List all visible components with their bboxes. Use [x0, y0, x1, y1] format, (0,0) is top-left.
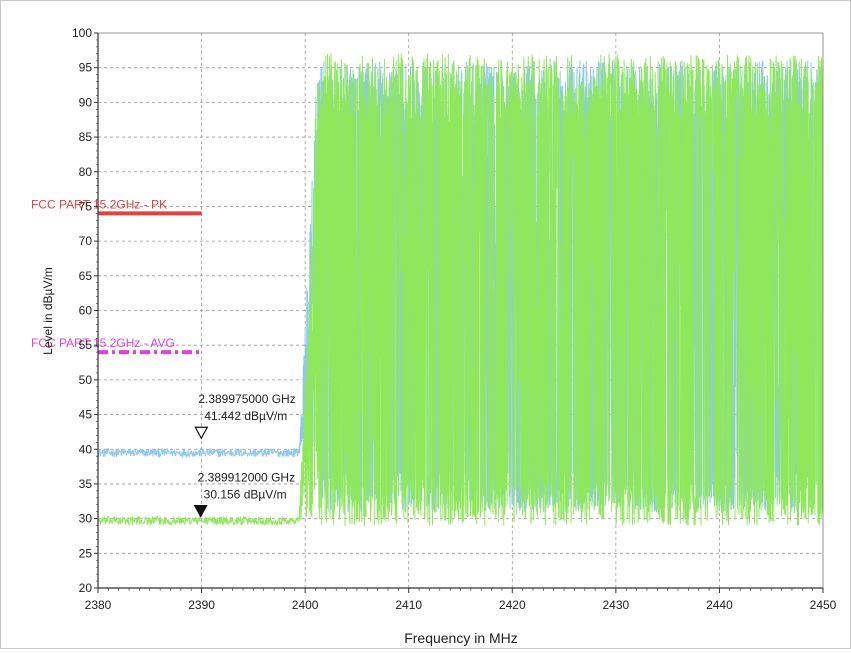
y-tick-label: 95: [79, 61, 93, 75]
marker-2-level: 30.156 dBµV/m: [204, 488, 287, 502]
marker-2-frequency: 2.389912000 GHz: [198, 471, 295, 485]
y-tick-label: 55: [79, 338, 93, 352]
y-tick-label: 50: [79, 373, 93, 387]
series-line-2: [97, 53, 824, 527]
y-tick-label: 20: [79, 581, 93, 595]
marker-2-icon: [193, 504, 208, 518]
y-axis-label: Level in dBµV/m: [41, 267, 55, 355]
axes: 20 25 30 35 40 45 50 55 60 65 70 75 80 85 90 95 100 2380 2…: [72, 26, 837, 612]
limit-label-2: FCC PART 15.2GHz - AVG: [31, 336, 175, 350]
y-tick-label: 30: [79, 512, 93, 526]
x-tick-label: 2380: [85, 598, 112, 612]
y-tick-label: 35: [79, 477, 93, 491]
y-tick-label: 100: [72, 26, 92, 40]
y-tick-label: 60: [79, 304, 93, 318]
x-tick-label: 2400: [292, 598, 319, 612]
y-tick-label: 80: [79, 165, 93, 179]
x-axis-label: Frequency in MHz: [404, 630, 518, 646]
limit-label-1: FCC PART 15.2GHz - PK: [31, 197, 167, 211]
x-tick-label: 2390: [188, 598, 215, 612]
marker-1-frequency: 2.389975000 GHz: [198, 392, 295, 406]
x-tick-label: 2420: [499, 598, 526, 612]
y-tick-label: 40: [79, 442, 93, 456]
marker-1-level: 41.442 dBµV/m: [204, 409, 287, 423]
series-group: [97, 53, 824, 527]
marker-1-icon: [194, 426, 209, 440]
y-tick-label: 70: [79, 234, 93, 248]
x-tick-label: 2450: [810, 598, 837, 612]
y-tick-label: 85: [79, 130, 93, 144]
markers: 2.389975000 GHz 41.442 dBµV/m 2.389912000 …: [193, 392, 296, 518]
limit-lines: FCC PART 15.2GHz - PK FCC PART 15.2GHz - …: [31, 197, 202, 355]
y-tick-label: 45: [79, 408, 93, 422]
y-tick-label: 90: [79, 95, 93, 109]
y-tick-label: 75: [79, 199, 93, 213]
x-tick-label: 2440: [706, 598, 733, 612]
y-tick-label: 25: [79, 546, 93, 560]
x-tick-label: 2430: [603, 598, 630, 612]
y-tick-label: 65: [79, 269, 93, 283]
x-tick-label: 2410: [395, 598, 422, 612]
